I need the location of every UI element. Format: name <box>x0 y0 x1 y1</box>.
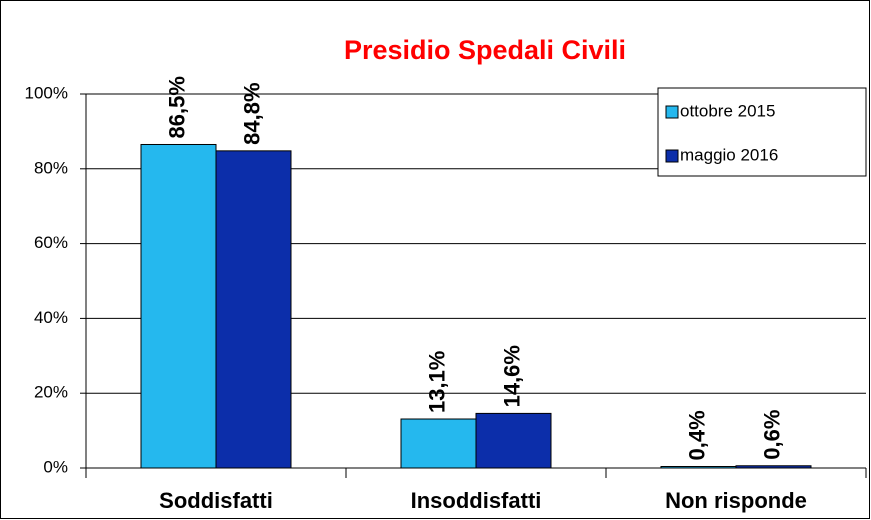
bar <box>140 143 217 469</box>
bar <box>215 150 292 469</box>
value-label: 14,6% <box>499 345 524 407</box>
legend-box <box>657 87 867 177</box>
y-tick-label: 20% <box>34 383 68 402</box>
legend-label: ottobre 2015 <box>680 101 775 120</box>
y-tick-label: 100% <box>25 83 68 102</box>
y-tick-label: 80% <box>34 158 68 177</box>
bar <box>400 418 477 469</box>
x-tick-label: Soddisfatti <box>159 488 273 513</box>
legend-swatch <box>665 105 679 119</box>
value-label: 86,5% <box>164 76 189 138</box>
x-tick-label: Non risponde <box>665 488 807 513</box>
legend-label: maggio 2016 <box>680 145 778 164</box>
bar <box>475 412 552 469</box>
legend-swatch <box>665 149 679 163</box>
value-label: 84,8% <box>239 82 264 144</box>
y-tick-label: 60% <box>34 233 68 252</box>
x-tick-label: Insoddisfatti <box>411 488 542 513</box>
value-label: 0,6% <box>759 410 784 460</box>
chart-title: Presidio Spedali Civili <box>344 35 626 65</box>
y-tick-label: 0% <box>43 457 68 476</box>
value-label: 0,4% <box>684 410 709 460</box>
value-label: 13,1% <box>424 351 449 413</box>
y-tick-label: 40% <box>34 308 68 327</box>
